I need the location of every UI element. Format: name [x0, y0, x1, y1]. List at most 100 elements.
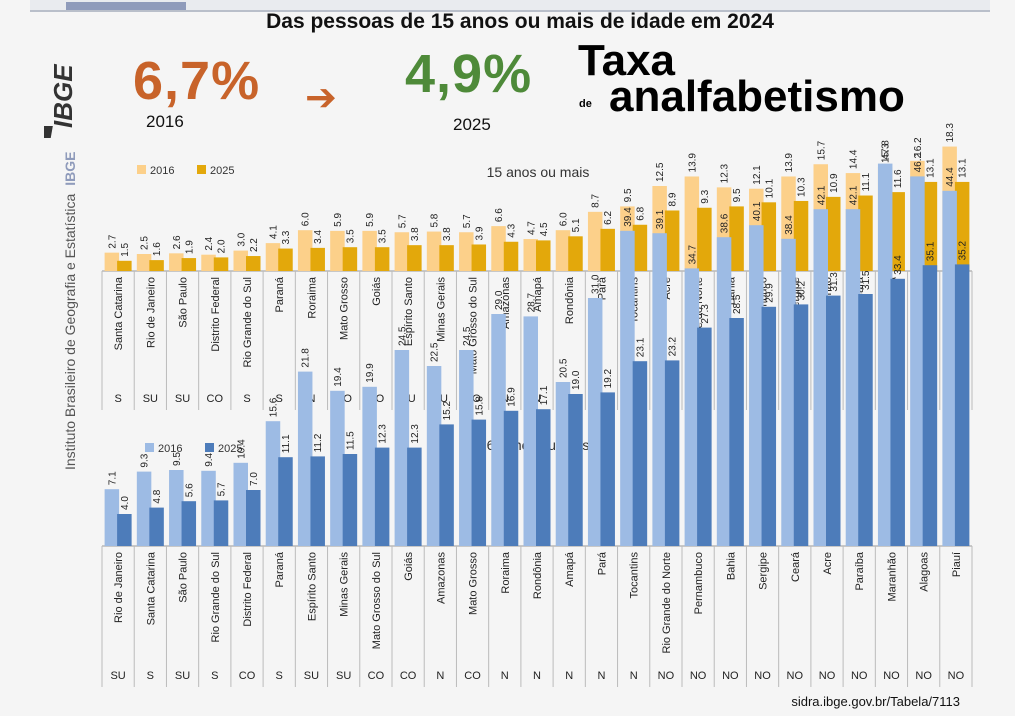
category-label: Rondônia — [564, 276, 576, 324]
region-label: S — [211, 670, 218, 682]
bar-2016 — [652, 233, 667, 546]
bar-2025 — [664, 210, 680, 271]
value-label-2025: 10.3 — [797, 177, 808, 197]
value-label-2025: 9.3 — [700, 189, 711, 203]
ibge-logo-icon: IBGE — [44, 64, 78, 138]
bar-2025 — [922, 265, 938, 546]
bar-2016 — [877, 163, 893, 546]
category-label: Rondônia — [532, 551, 544, 599]
value-label-2025: 12.3 — [378, 424, 389, 444]
value-label-2016: 4.7 — [526, 221, 537, 235]
value-label-2016: 5.9 — [333, 213, 344, 227]
value-label-2025: 11.1 — [861, 172, 872, 191]
legend-swatch — [145, 443, 154, 452]
value-label-2016: 19.9 — [365, 363, 376, 383]
value-label-2016: 8.7 — [591, 194, 602, 208]
region-label: S — [243, 393, 250, 405]
value-label-2016: 46.2 — [913, 152, 924, 172]
category-label: Tocantins — [629, 552, 641, 599]
region-label: S — [276, 393, 283, 405]
category-label: Mato Grosso — [468, 552, 480, 615]
value-label-2025: 3.5 — [378, 229, 389, 243]
region-label: NO — [754, 670, 771, 682]
category-label: Rio de Janeiro — [113, 552, 125, 623]
bar-2025 — [568, 394, 583, 546]
value-label-2016: 6.6 — [494, 208, 505, 222]
value-label-2025: 27.3 — [700, 304, 711, 324]
category-label: Paraíba — [854, 551, 866, 590]
value-label-2016: 6.0 — [301, 212, 312, 226]
bar-2025 — [374, 247, 390, 271]
value-label-2025: 28.5 — [732, 294, 743, 314]
region-label: CO — [400, 670, 417, 682]
region-label: NO — [658, 670, 675, 682]
bar-2016 — [136, 471, 152, 546]
bar-2025 — [181, 258, 197, 271]
bar-2016 — [297, 371, 313, 546]
value-label-2025: 3.3 — [281, 230, 292, 244]
value-label-2016: 21.8 — [301, 348, 312, 368]
region-label: SU — [175, 670, 190, 682]
bar-2016 — [169, 470, 184, 546]
category-label: Pará — [596, 551, 608, 575]
bar-2025 — [278, 457, 293, 546]
value-label-2025: 1.6 — [152, 242, 163, 256]
value-label-2016: 42.1 — [848, 185, 859, 205]
value-label-2016: 24.5 — [462, 326, 473, 346]
value-label-2016: 5.7 — [462, 214, 473, 228]
value-label-2016: 47.8 — [881, 140, 892, 160]
bar-2016 — [620, 230, 635, 547]
bar-2016 — [459, 232, 474, 271]
bar-2025 — [439, 245, 454, 271]
bar-2025 — [858, 294, 873, 546]
region-label: S — [276, 670, 283, 682]
value-label-2016: 38.6 — [720, 213, 731, 233]
region-label: N — [597, 670, 605, 682]
bar-2016 — [910, 176, 925, 546]
value-label-2016: 2.7 — [107, 234, 118, 248]
value-label-2016: 19.4 — [333, 367, 344, 387]
region-label: NO — [787, 670, 804, 682]
bar-2025 — [664, 360, 680, 546]
region-label: N — [501, 670, 509, 682]
bar-2016 — [394, 232, 410, 271]
category-label: Mato Grosso do Sul — [468, 277, 480, 374]
region-label: SU — [304, 670, 319, 682]
bar-2025 — [310, 247, 325, 271]
bar-2025 — [826, 196, 841, 271]
bar-2016 — [491, 226, 506, 271]
bar-2025 — [761, 202, 777, 271]
value-label-2016: 10.4 — [236, 439, 247, 459]
category-label: Amazonas — [435, 552, 447, 604]
bar-2025 — [632, 224, 648, 271]
value-label-2025: 19.2 — [603, 368, 614, 388]
bar-2025 — [503, 410, 519, 546]
value-label-2025: 1.9 — [184, 240, 195, 254]
source-link[interactable]: sidra.ibge.gov.br/Tabela/7113 — [791, 694, 960, 709]
de-word: de — [579, 98, 592, 110]
bar-2025 — [181, 501, 197, 546]
bar-2016 — [587, 298, 603, 546]
category-label: Sergipe — [758, 552, 770, 590]
region-label: NO — [948, 670, 965, 682]
bar-2016 — [491, 314, 506, 546]
value-label-2025: 15.2 — [442, 400, 453, 420]
category-label: São Paulo — [178, 552, 190, 603]
value-label-2016: 18.3 — [945, 123, 956, 143]
category-label: Maranhão — [886, 552, 898, 602]
bar-2025 — [536, 409, 551, 546]
value-label-2025: 3.5 — [345, 229, 356, 243]
category-label: Rio de Janeiro — [145, 277, 157, 348]
value-label-2025: 17.1 — [539, 385, 550, 405]
legend-label: 2016 — [150, 165, 174, 177]
value-label-2025: 5.7 — [217, 482, 228, 496]
value-label-2016: 12.5 — [655, 162, 666, 182]
analfabetismo-word: analfabetismo — [609, 72, 905, 121]
category-label: Pará — [596, 276, 608, 300]
bar-2025 — [246, 256, 261, 271]
value-label-2025: 31.5 — [861, 270, 872, 290]
region-label: NO — [819, 670, 836, 682]
bar-2025 — [310, 456, 325, 546]
region-label: CO — [464, 670, 481, 682]
value-label-2016: 6.0 — [558, 212, 569, 226]
